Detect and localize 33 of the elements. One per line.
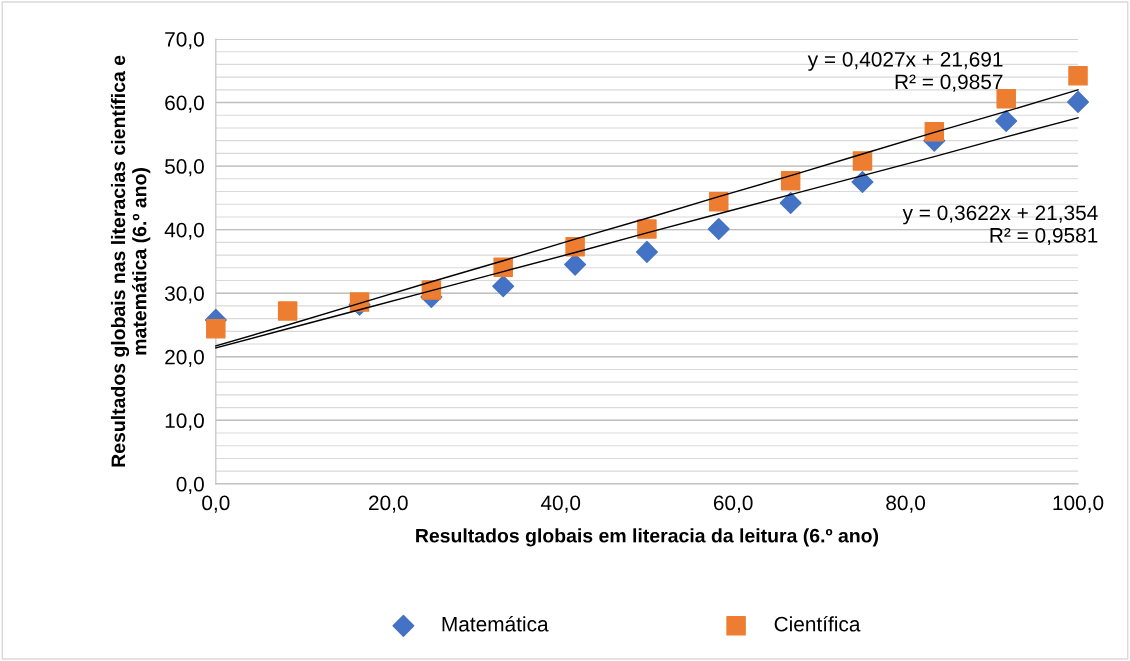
y-tick-label: 40,0 bbox=[164, 222, 204, 240]
point bbox=[1068, 66, 1088, 86]
x-tick-label: 20,0 bbox=[369, 495, 408, 513]
y-tick-label: 60,0 bbox=[165, 95, 204, 113]
legend-label: Científica bbox=[774, 615, 861, 632]
y-tick-label: 30,0 bbox=[164, 286, 204, 304]
point bbox=[779, 191, 802, 214]
legend-label: Matemática bbox=[442, 615, 549, 632]
x-tick-label: 60,0 bbox=[713, 495, 753, 513]
point bbox=[851, 170, 874, 193]
y-tick-label: 70,0 bbox=[165, 32, 204, 50]
x-tick-label: 100,0 bbox=[1053, 495, 1104, 513]
point bbox=[635, 240, 658, 263]
point bbox=[637, 219, 657, 239]
annotation: y = 0,4027x + 21,691 R² = 0,9857 bbox=[807, 51, 1003, 92]
point bbox=[852, 151, 873, 171]
annotation: y = 0,3622x + 21,354 R² = 0,9581 bbox=[902, 205, 1098, 246]
point bbox=[995, 109, 1018, 132]
y-axis-title: Resultados globais nas literacias científica e matemática (6.º ano) bbox=[110, 55, 151, 467]
y-tick-label: 10,0 bbox=[165, 413, 204, 431]
point bbox=[707, 218, 730, 241]
x-tick-label: 0,0 bbox=[202, 495, 230, 513]
point bbox=[277, 301, 298, 321]
point bbox=[492, 275, 515, 298]
point bbox=[206, 319, 226, 339]
point bbox=[1067, 90, 1090, 113]
x-axis-title: Resultados globais em literacia da leitura (6.º ano) bbox=[416, 528, 879, 547]
y-tick-label: 0,0 bbox=[176, 476, 204, 495]
point bbox=[924, 122, 945, 142]
y-tick-label: 50,0 bbox=[165, 159, 204, 177]
y-tick-label: 20,0 bbox=[165, 349, 204, 367]
x-tick-label: 40,0 bbox=[540, 495, 581, 513]
x-tick-label: 80,0 bbox=[886, 495, 926, 513]
